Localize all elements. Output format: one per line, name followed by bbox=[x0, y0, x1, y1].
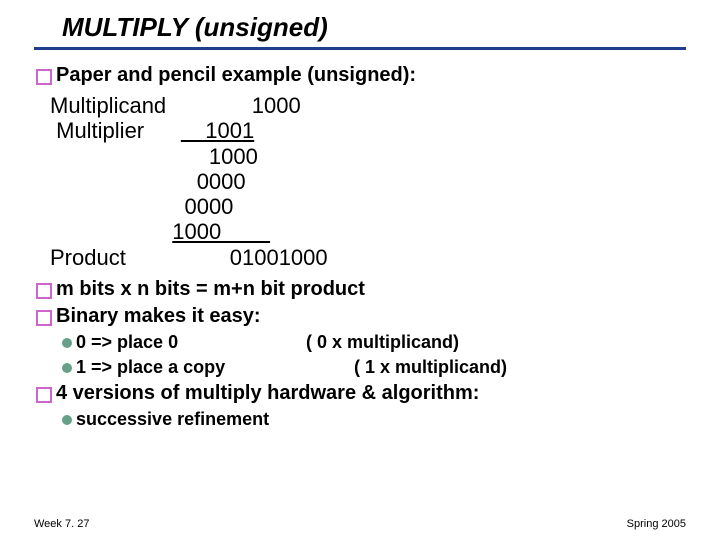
multiplication-example: Multiplicand 1000 Multiplier 1001 1000 0… bbox=[50, 93, 686, 270]
bullet-paper-pencil: Paper and pencil example (unsigned): bbox=[36, 64, 686, 87]
sub-text-right: ( 1 x multiplicand) bbox=[354, 357, 507, 378]
dot-bullet-icon bbox=[62, 415, 72, 425]
footer-week: Week 7. 27 bbox=[34, 518, 89, 530]
bullet-text: 4 versions of multiply hardware & algori… bbox=[56, 382, 479, 405]
square-bullet-icon bbox=[36, 69, 52, 85]
partial-3: 0000 bbox=[50, 194, 233, 219]
bullet-binary-easy: Binary makes it easy: bbox=[36, 305, 686, 328]
square-bullet-icon bbox=[36, 283, 52, 299]
bullet-text: m bits x n bits = m+n bit product bbox=[56, 278, 365, 301]
multiplier-label: Multiplier bbox=[50, 118, 144, 143]
multiplier-value: 1001 bbox=[181, 118, 254, 143]
sub-text-right: ( 0 x multiplicand) bbox=[306, 332, 459, 353]
slide-title: MULTIPLY (unsigned) bbox=[62, 12, 328, 42]
partial-4: 1000 bbox=[172, 219, 270, 244]
multiplicand-value: 1000 bbox=[252, 93, 301, 118]
product-value: 01001000 bbox=[230, 245, 328, 270]
sub-text-left: 0 => place 0 bbox=[76, 332, 306, 353]
square-bullet-icon bbox=[36, 310, 52, 326]
dot-bullet-icon bbox=[62, 363, 72, 373]
partial-2: 0000 bbox=[50, 169, 246, 194]
sub-text: successive refinement bbox=[76, 409, 269, 430]
sub-bullet-successive: successive refinement bbox=[36, 409, 686, 430]
product-label: Product bbox=[50, 245, 126, 270]
bullet-4-versions: 4 versions of multiply hardware & algori… bbox=[36, 382, 686, 405]
bullet-text: Binary makes it easy: bbox=[56, 305, 261, 328]
title-rule: MULTIPLY (unsigned) bbox=[34, 12, 686, 50]
multiplicand-label: Multiplicand bbox=[50, 93, 166, 118]
dot-bullet-icon bbox=[62, 338, 72, 348]
sub-bullet-one: 1 => place a copy ( 1 x multiplicand) bbox=[36, 357, 686, 378]
sub-text-left: 1 => place a copy bbox=[76, 357, 306, 378]
square-bullet-icon bbox=[36, 387, 52, 403]
footer-term: Spring 2005 bbox=[627, 518, 686, 530]
bullet-m-bits: m bits x n bits = m+n bit product bbox=[36, 278, 686, 301]
sub-bullet-zero: 0 => place 0 ( 0 x multiplicand) bbox=[36, 332, 686, 353]
partial-1: 1000 bbox=[50, 144, 258, 169]
bullet-text: Paper and pencil example (unsigned): bbox=[56, 64, 416, 87]
